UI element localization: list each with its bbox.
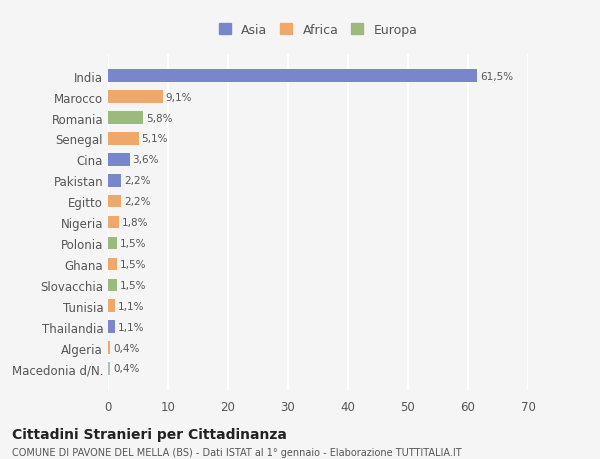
Text: 0,4%: 0,4% — [113, 343, 140, 353]
Bar — [108, 279, 117, 291]
Text: 1,1%: 1,1% — [118, 301, 144, 311]
Bar — [108, 91, 163, 104]
Bar — [108, 237, 117, 250]
Text: 1,5%: 1,5% — [120, 280, 146, 290]
Bar — [108, 174, 121, 187]
Bar — [108, 321, 115, 333]
Text: 3,6%: 3,6% — [133, 155, 159, 165]
Bar — [108, 363, 110, 375]
Text: 61,5%: 61,5% — [480, 72, 513, 82]
Bar — [108, 216, 119, 229]
Text: Cittadini Stranieri per Cittadinanza: Cittadini Stranieri per Cittadinanza — [12, 427, 287, 441]
Bar — [108, 133, 139, 146]
Bar — [108, 300, 115, 312]
Bar — [108, 258, 117, 271]
Text: 1,5%: 1,5% — [120, 239, 146, 248]
Text: COMUNE DI PAVONE DEL MELLA (BS) - Dati ISTAT al 1° gennaio - Elaborazione TUTTIT: COMUNE DI PAVONE DEL MELLA (BS) - Dati I… — [12, 448, 461, 458]
Text: 5,1%: 5,1% — [142, 134, 168, 144]
Text: 2,2%: 2,2% — [124, 176, 151, 186]
Bar — [108, 70, 477, 83]
Text: 2,2%: 2,2% — [124, 197, 151, 207]
Text: 5,8%: 5,8% — [146, 113, 172, 123]
Text: 1,1%: 1,1% — [118, 322, 144, 332]
Legend: Asia, Africa, Europa: Asia, Africa, Europa — [212, 18, 424, 43]
Text: 9,1%: 9,1% — [166, 92, 192, 102]
Bar — [108, 341, 110, 354]
Text: 1,5%: 1,5% — [120, 259, 146, 269]
Bar — [108, 154, 130, 166]
Text: 1,8%: 1,8% — [122, 218, 148, 228]
Bar — [108, 112, 143, 124]
Text: 0,4%: 0,4% — [113, 364, 140, 374]
Bar — [108, 196, 121, 208]
